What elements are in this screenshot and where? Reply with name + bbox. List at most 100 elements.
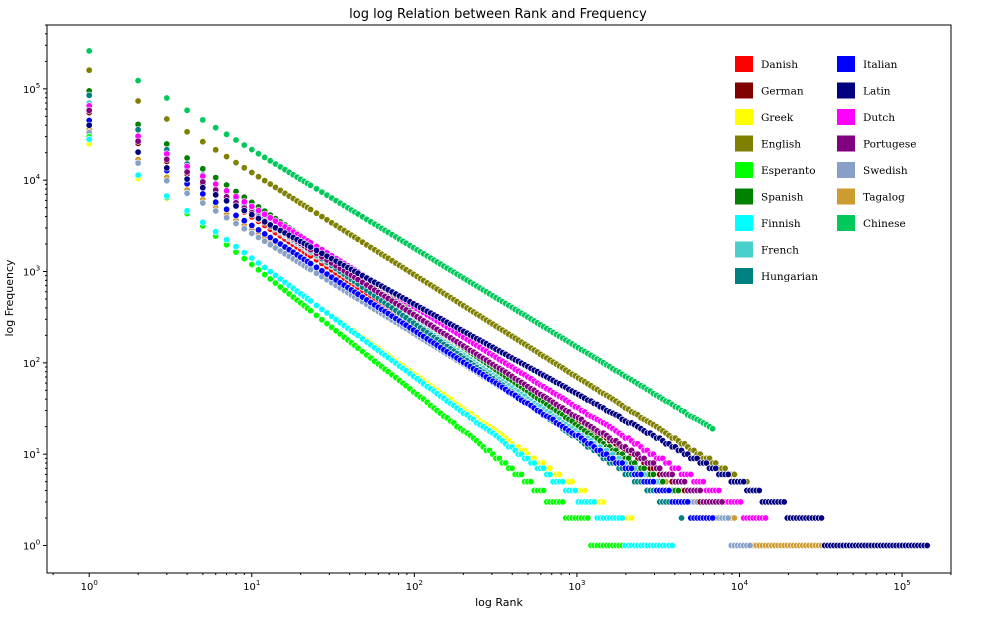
y-tick-label: 100	[23, 539, 40, 553]
x-tick-label: 105	[893, 579, 910, 593]
data-point	[255, 259, 263, 267]
legend-label: Greek	[761, 112, 794, 124]
data-points	[85, 47, 931, 549]
data-point	[223, 187, 231, 195]
data-point	[709, 514, 717, 522]
series-italian	[85, 117, 717, 522]
series-hungarian	[85, 91, 685, 522]
legend-swatch	[735, 56, 753, 72]
data-point	[223, 214, 231, 222]
data-point	[724, 470, 732, 478]
legend-swatch	[735, 215, 753, 231]
data-point	[674, 464, 682, 472]
data-point	[702, 459, 710, 467]
data-point	[746, 541, 754, 549]
data-point	[261, 263, 269, 271]
data-point	[637, 470, 645, 478]
data-point	[668, 541, 676, 549]
data-point	[248, 254, 256, 262]
legend-label: Chinese	[863, 218, 906, 230]
data-point	[261, 210, 269, 218]
data-point	[266, 241, 274, 249]
data-point	[540, 486, 548, 494]
data-point	[618, 459, 626, 467]
data-point	[266, 268, 274, 276]
data-point	[163, 155, 171, 163]
data-point	[261, 271, 269, 279]
data-point	[85, 121, 93, 129]
data-point	[665, 459, 673, 467]
data-point	[649, 478, 657, 486]
data-point	[212, 180, 220, 188]
data-point	[665, 486, 673, 494]
data-point	[255, 207, 263, 215]
data-point	[261, 218, 269, 226]
data-point	[223, 197, 231, 205]
legend-swatch	[837, 135, 855, 152]
legend-label: Finnish	[761, 218, 801, 230]
data-point	[232, 136, 240, 144]
data-point	[318, 188, 326, 196]
data-point	[232, 220, 240, 228]
data-point	[656, 464, 664, 472]
legend-item-hungarian: Hungarian	[735, 268, 818, 284]
data-point	[199, 184, 207, 192]
legend-label: Dutch	[863, 112, 895, 124]
data-point	[559, 498, 567, 506]
data-point	[266, 221, 274, 229]
data-point	[540, 464, 548, 472]
y-tick-label: 103	[23, 265, 40, 279]
data-point	[780, 498, 788, 506]
data-point	[737, 498, 745, 506]
data-point	[240, 141, 248, 149]
x-axis-ticks: 100 101 102 103 104 105	[52, 573, 952, 593]
legend-item-english: English	[735, 135, 801, 152]
legend-label: German	[761, 86, 804, 98]
data-point	[248, 222, 256, 230]
data-point	[240, 198, 248, 206]
data-point	[134, 77, 142, 85]
data-point	[240, 225, 248, 233]
series-latin	[85, 121, 931, 549]
legend-item-tagalog: Tagalog	[837, 188, 905, 205]
data-point	[271, 237, 279, 245]
data-point	[199, 190, 207, 198]
data-point	[307, 181, 315, 189]
data-point	[628, 464, 636, 472]
data-point	[212, 174, 220, 182]
series-dutch	[85, 102, 769, 522]
data-point	[255, 226, 263, 234]
data-point	[730, 514, 738, 522]
y-axis-label: log Frequency	[3, 259, 16, 337]
data-point	[618, 514, 626, 522]
data-point	[163, 177, 171, 185]
y-axis-ticks: 100 101 102 103 104 105	[23, 24, 47, 553]
data-point	[715, 486, 723, 494]
data-point	[312, 209, 320, 217]
legend-label: Esperanto	[761, 165, 816, 177]
data-point	[721, 464, 729, 472]
data-point	[318, 305, 326, 313]
legend-item-finnish: Finnish	[735, 215, 801, 231]
data-point	[134, 97, 142, 105]
series-chinese	[85, 47, 717, 433]
data-point	[307, 307, 315, 315]
data-point	[240, 255, 248, 263]
data-point	[248, 169, 256, 177]
legend-label: English	[761, 139, 801, 151]
data-point	[323, 320, 331, 328]
data-point	[674, 486, 682, 494]
data-point	[266, 275, 274, 283]
data-point	[517, 470, 525, 478]
data-point	[307, 260, 315, 268]
y-tick-label: 101	[23, 447, 40, 461]
data-point	[740, 478, 748, 486]
legend-swatch	[837, 82, 855, 99]
data-point	[276, 283, 284, 291]
data-point	[659, 478, 667, 486]
data-point	[212, 124, 220, 132]
legend-label: French	[761, 245, 799, 257]
data-point	[240, 207, 248, 215]
legend-item-danish: Danish	[735, 56, 798, 72]
legend-label: Hungarian	[761, 271, 818, 283]
